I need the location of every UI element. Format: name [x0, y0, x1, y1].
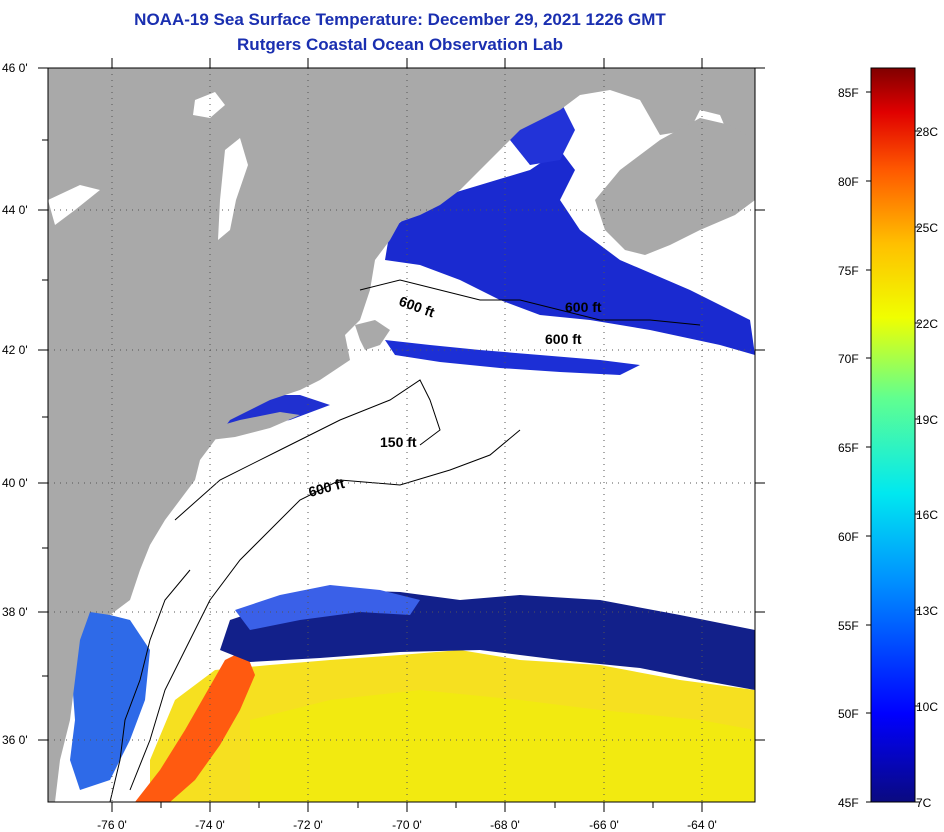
colorbar-label-80f: 80F [838, 175, 859, 189]
cloud-over-land-1 [193, 92, 225, 118]
lon-label-74: -74 0' [195, 818, 225, 832]
map-title: NOAA-19 Sea Surface Temperature: Decembe… [134, 10, 666, 29]
colorbar-label-45f: 45F [838, 796, 859, 810]
isobath-150 [174, 379, 441, 521]
colorbar-label-22c: 22C [916, 317, 939, 331]
land-long-island [205, 412, 300, 440]
lat-label-46: 46 0' [2, 61, 28, 75]
lat-label-44: 44 0' [2, 203, 28, 217]
cold-water-shelf-band [385, 340, 640, 375]
colorbar-label-75f: 75F [838, 264, 859, 278]
isobath-600-shelf [129, 429, 521, 791]
isobath-coastal [109, 569, 191, 802]
axis-ticks [38, 58, 765, 812]
colorbar-label-60f: 60F [838, 530, 859, 544]
isobath-600-north [359, 279, 701, 326]
lon-label-76: -76 0' [97, 818, 127, 832]
colorbar-label-19c: 19C [916, 413, 939, 427]
colorbar-label-50f: 50F [838, 707, 859, 721]
colorbar-label-10c: 10C [916, 700, 939, 714]
land-nova-scotia [595, 118, 755, 255]
lon-label-66: -66 0' [589, 818, 619, 832]
land-mainland [48, 68, 755, 802]
contour-label-150ft: 150 ft [380, 434, 417, 450]
cloud-over-land-2 [218, 138, 248, 240]
lon-label-68: -68 0' [490, 818, 520, 832]
colorbar-label-16c: 16C [916, 508, 939, 522]
lon-label-70: -70 0' [392, 818, 422, 832]
lat-label-36: 36 0' [2, 733, 28, 747]
lon-label-64: -64 0' [687, 818, 717, 832]
land-cape-cod [355, 320, 390, 350]
map-subtitle: Rutgers Coastal Ocean Observation Lab [237, 35, 563, 54]
colorbar-label-55f: 55F [838, 619, 859, 633]
colorbar [870, 67, 916, 803]
colorbar-label-7c: 7C [916, 796, 932, 810]
lat-label-38: 38 0' [2, 605, 28, 619]
graticule [48, 68, 755, 802]
cool-water-slope [235, 585, 420, 630]
lon-label-72: -72 0' [293, 818, 323, 832]
colorbar-label-65f: 65F [838, 441, 859, 455]
gulf-stream-core [135, 650, 255, 802]
cloud-over-land-3 [48, 185, 100, 225]
yellow-band [250, 690, 755, 802]
lat-label-42: 42 0' [2, 343, 28, 357]
colorbar-label-13c: 13C [916, 604, 939, 618]
colorbar-ticks [866, 91, 920, 803]
cold-water-south-front [220, 590, 755, 690]
colorbar-label-85f: 85F [838, 86, 859, 100]
lat-label-40: 40 0' [2, 476, 28, 490]
cold-water-chesapeake [60, 610, 150, 790]
contour-label-600ft-georges-east: 600 ft [565, 299, 602, 315]
colorbar-label-25c: 25C [916, 221, 939, 235]
map-frame [47, 67, 756, 803]
colorbar-label-28c: 28C [916, 125, 939, 139]
colorbar-label-70f: 70F [838, 352, 859, 366]
contour-label-600ft-georges: 600 ft [545, 331, 582, 347]
cold-water-gulf-maine [385, 150, 755, 355]
